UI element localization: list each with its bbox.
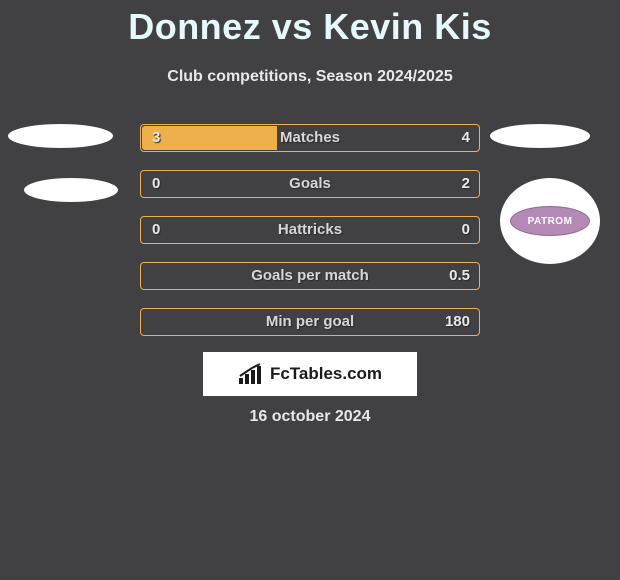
stat-bar — [140, 124, 480, 152]
stat-row: 3 Matches 4 — [140, 124, 480, 152]
subtitle: Club competitions, Season 2024/2025 — [0, 68, 620, 86]
stat-fill-left — [142, 126, 277, 150]
brand-box: FcTables.com — [203, 352, 417, 396]
date-text: 16 october 2024 — [0, 408, 620, 426]
stats-rows: 3 Matches 4 0 Goals 2 0 Hattricks 0 — [0, 124, 620, 354]
page-title: Donnez vs Kevin Kis — [0, 0, 620, 48]
stat-bar — [140, 170, 480, 198]
stat-value-right: 4 — [462, 124, 470, 152]
stat-bar — [140, 216, 480, 244]
comparison-card: Donnez vs Kevin Kis Club competitions, S… — [0, 0, 620, 580]
stat-row: Goals per match 0.5 — [140, 262, 480, 290]
stat-value-right: 180 — [445, 308, 470, 336]
brand-text: FcTables.com — [270, 364, 382, 384]
stat-bar — [140, 262, 480, 290]
stat-value-left: 0 — [152, 170, 160, 198]
brand-icon — [238, 362, 266, 386]
stat-value-left: 3 — [152, 124, 160, 152]
stat-row: 0 Goals 2 — [140, 170, 480, 198]
stat-row: 0 Hattricks 0 — [140, 216, 480, 244]
stat-value-right: 0 — [462, 216, 470, 244]
stat-value-left: 0 — [152, 216, 160, 244]
stat-value-right: 0.5 — [449, 262, 470, 290]
stat-row: Min per goal 180 — [140, 308, 480, 336]
stat-value-right: 2 — [462, 170, 470, 198]
stat-bar — [140, 308, 480, 336]
